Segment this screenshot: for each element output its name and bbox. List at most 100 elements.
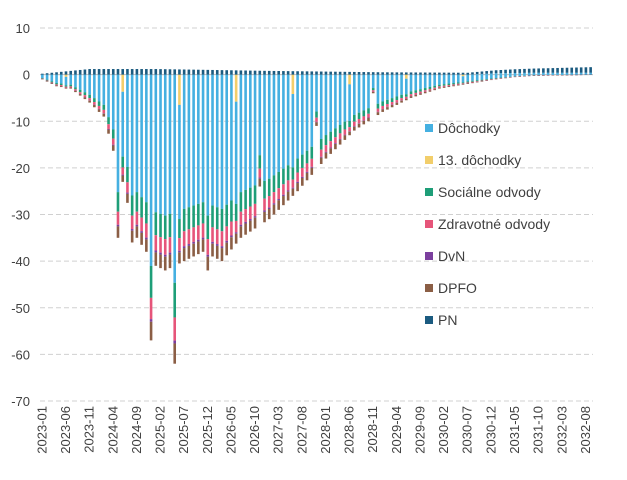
bar-segment-soci-lne-odvody bbox=[282, 168, 285, 185]
bar-segment-zdravotn-odvody bbox=[258, 168, 262, 178]
bar-segment-dpfo bbox=[163, 256, 167, 271]
bar-segment-pn bbox=[97, 69, 101, 75]
bar-segment-dpfo bbox=[88, 100, 91, 103]
bar-segment-d-chodky bbox=[159, 74, 162, 214]
bar-segment-dvn bbox=[111, 144, 115, 146]
bar-segment-pn bbox=[130, 69, 134, 75]
bar-segment-dochodky-positive bbox=[518, 72, 522, 75]
bar-segment-dpfo bbox=[447, 86, 451, 88]
bar-segment-d-chodky bbox=[381, 74, 384, 102]
bar-segment-pn bbox=[589, 67, 592, 73]
bar-segment-dpfo bbox=[121, 175, 125, 182]
bar-segment-zdravotn-odvody bbox=[282, 184, 285, 195]
bar-segment-zdravotn-odvody bbox=[480, 80, 484, 82]
bar-segment-zdravotn-odvody bbox=[130, 215, 134, 230]
bar-segment-dvn bbox=[230, 235, 233, 238]
bar-segment-pn bbox=[116, 69, 120, 75]
bar-segment-d-chodky bbox=[154, 74, 158, 213]
x-tick-label: 2030-07 bbox=[460, 406, 475, 454]
x-tick-label: 2025-12 bbox=[200, 406, 215, 454]
bar-segment-zdravotn-odvody bbox=[45, 80, 49, 82]
bar-segment-zdravotn-odvody bbox=[182, 231, 186, 247]
bar-segment-zdravotn-odvody bbox=[296, 172, 299, 182]
bar-segment-dpfo bbox=[258, 178, 262, 187]
bar-segment-dpfo bbox=[215, 245, 219, 259]
bar-segment-dpfo bbox=[376, 112, 380, 116]
bar-segment-dpfo bbox=[291, 188, 295, 196]
bar-segment-zdravotn-odvody bbox=[353, 121, 356, 127]
y-tick-label: -20 bbox=[11, 161, 30, 176]
bar-segment-dvn bbox=[234, 232, 238, 234]
bar-segment-zdravotn-odvody bbox=[154, 235, 158, 251]
bar-segment-pn bbox=[225, 70, 228, 75]
bar-segment-d-chodky bbox=[64, 76, 68, 86]
bar-segment-soci-lne-odvody bbox=[55, 83, 58, 85]
bar-segment-soci-lne-odvody bbox=[348, 120, 351, 128]
bar-segment-pn bbox=[400, 72, 403, 75]
bar-segment-dpfo bbox=[69, 87, 73, 89]
bar-segment-d-chodky bbox=[537, 74, 540, 76]
bar-segment-zdravotn-odvody bbox=[230, 221, 233, 236]
bar-segment-dvn bbox=[301, 176, 304, 178]
x-tick-label: 2025-07 bbox=[176, 406, 191, 454]
bar-segment-soci-lne-odvody bbox=[296, 158, 299, 173]
bar-segment-d-chodky bbox=[423, 74, 427, 89]
bar-segment-dpfo bbox=[145, 239, 148, 252]
bar-segment-soci-lne-odvody bbox=[405, 94, 408, 97]
bar-segment-zdravotn-odvody bbox=[163, 239, 167, 255]
bar-segment-d-chodky bbox=[518, 74, 522, 77]
bar-segment-pn bbox=[182, 69, 186, 75]
bar-segment-dpfo bbox=[409, 96, 413, 98]
bar-segment-dochodky-positive bbox=[537, 72, 540, 75]
bar-segment-d-chodky bbox=[494, 74, 498, 78]
bar-segment-d-chodky bbox=[145, 74, 148, 203]
bar-segment-pn bbox=[64, 71, 68, 75]
bar-segment-zdravotn-odvody bbox=[178, 238, 181, 251]
bar-segment-dochodky-positive bbox=[490, 73, 493, 75]
bar-segment-d-chodky bbox=[69, 74, 73, 85]
bar-segment-dpfo bbox=[225, 242, 228, 256]
bar-segment-dpfo bbox=[140, 232, 143, 245]
legend-swatch bbox=[425, 220, 433, 228]
bar-segment-dochodky-positive bbox=[565, 72, 569, 75]
bar-segment-soci-lne-odvody bbox=[234, 203, 238, 221]
bar-segment-pn bbox=[291, 71, 295, 75]
bar-segment-zdravotn-odvody bbox=[206, 239, 210, 255]
bar-segment-d-chodky bbox=[461, 76, 465, 83]
bar-segment-dvn bbox=[168, 252, 172, 255]
bar-segment-zdravotn-odvody bbox=[159, 237, 162, 253]
bar-segment-dvn bbox=[163, 254, 167, 257]
bar-segment-d-chodky bbox=[135, 74, 139, 193]
bar-segment-dvn bbox=[126, 192, 129, 194]
bar-segment-d-chodky bbox=[310, 74, 314, 147]
bar-segment-dochodky-positive bbox=[504, 73, 507, 75]
bar-segment-zdravotn-odvody bbox=[249, 206, 252, 220]
bar-segment-soci-lne-odvody bbox=[225, 204, 228, 227]
bar-segment-pn bbox=[111, 69, 115, 75]
bar-segment-soci-lne-odvody bbox=[263, 180, 266, 199]
bar-segment-pn bbox=[438, 72, 441, 75]
y-tick-label: -50 bbox=[11, 301, 30, 316]
bar-segment-pn bbox=[508, 69, 512, 74]
bar-segment-zdravotn-odvody bbox=[116, 211, 120, 225]
legend-label: Zdravotné odvody bbox=[438, 216, 550, 232]
x-tick-label: 2026-10 bbox=[247, 406, 262, 454]
bar-segment-zdravotn-odvody bbox=[428, 88, 432, 91]
bar-segment-pn bbox=[168, 69, 172, 75]
bar-segment-d-chodky bbox=[258, 74, 262, 156]
bar-segment-dpfo bbox=[201, 239, 205, 252]
bar-segment-dpfo bbox=[111, 145, 115, 151]
bar-marks bbox=[41, 67, 592, 364]
bar-segment-dpfo bbox=[466, 83, 470, 84]
bar-segment-d-chodky bbox=[249, 74, 252, 188]
bar-segment-zdravotn-odvody bbox=[414, 92, 418, 95]
bar-segment-soci-lne-odvody bbox=[154, 212, 158, 236]
bar-segment-zdravotn-odvody bbox=[301, 167, 304, 177]
bar-segment-dvn bbox=[249, 219, 252, 221]
bar-segment-pn bbox=[206, 69, 210, 75]
bar-segment-soci-lne-odvody bbox=[494, 77, 498, 79]
bar-segment-dochodky-positive bbox=[499, 73, 503, 75]
legend-label: DvN bbox=[438, 248, 465, 264]
x-tick-label: 2024-04 bbox=[105, 406, 120, 454]
bar-segment-dvn bbox=[116, 224, 120, 227]
